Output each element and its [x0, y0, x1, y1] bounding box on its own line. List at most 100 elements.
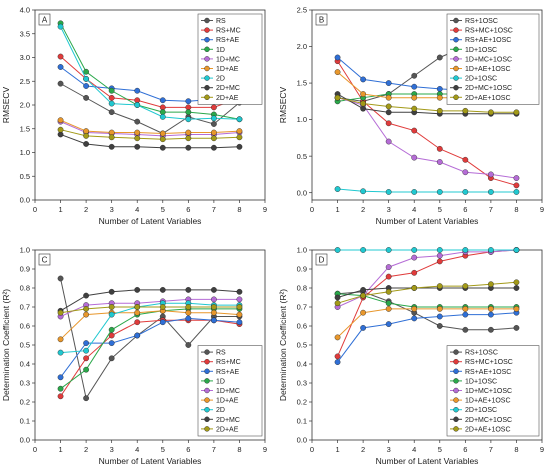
data-point: [57, 23, 64, 30]
data-point: [108, 332, 115, 339]
data-point: [334, 353, 341, 360]
legend-label: 1D: [216, 47, 225, 54]
y-tick-label: 0.5: [20, 172, 30, 181]
legend-label: RS: [216, 18, 226, 25]
y-tick-label: 0.9: [20, 265, 30, 274]
data-point: [411, 154, 418, 161]
legend-box: [446, 13, 540, 105]
y-tick-label: 0.1: [20, 417, 30, 426]
legend-box: [446, 345, 540, 437]
legend-swatch-marker: [453, 75, 459, 81]
y-tick-label: 0.2: [20, 398, 30, 407]
data-point: [436, 313, 443, 320]
x-tick-label: 7: [489, 205, 493, 214]
series-line-2D+1OSC: [337, 188, 517, 193]
x-tick-label: 5: [438, 445, 442, 454]
legend-label: RS+AE: [216, 369, 239, 376]
legend-label: 1D: [216, 378, 225, 385]
legend-label: 1D+MC+1OSC: [465, 388, 512, 395]
data-point: [159, 304, 166, 310]
x-tick-label: 7: [489, 445, 493, 454]
legend-swatch-marker: [204, 387, 210, 394]
series-line-2D+AE: [60, 129, 240, 140]
data-point: [83, 132, 90, 139]
legend-label: 1D+MC+1OSC: [465, 56, 512, 63]
data-point: [436, 107, 443, 114]
y-tick-label: 0.4: [20, 360, 30, 369]
x-tick-label: 3: [387, 205, 391, 214]
data-point: [134, 118, 141, 125]
data-point: [411, 72, 418, 79]
data-point: [185, 304, 192, 310]
legend-label: 1D+MC: [216, 388, 240, 395]
legend-label: RS+MC: [216, 359, 241, 366]
data-point: [462, 156, 469, 163]
legend-label: RS+1OSC: [465, 18, 498, 25]
data-point: [385, 189, 392, 195]
series-line-RS+MC+1OSC: [337, 60, 517, 186]
legend-swatch-marker: [453, 56, 459, 62]
data-point: [487, 281, 494, 288]
y-tick-label: 0.9: [297, 265, 307, 274]
data-point: [462, 107, 469, 114]
legend-swatch-marker: [453, 378, 459, 384]
x-axis-label: Number of Latent Variables: [376, 456, 479, 466]
data-point: [108, 143, 115, 150]
y-tick-label: 0.5: [297, 341, 307, 350]
data-point: [83, 292, 90, 299]
y-tick-label: 3.5: [20, 29, 30, 38]
series-line-2D+MC+1OSC: [337, 287, 517, 298]
x-tick-label: 9: [540, 445, 544, 454]
data-point: [385, 321, 392, 327]
y-tick-label: 2.5: [20, 77, 30, 86]
legend-swatch-marker: [453, 17, 459, 24]
data-point: [436, 54, 443, 61]
data-point: [334, 334, 341, 341]
x-tick-label: 6: [186, 205, 190, 214]
y-tick-label: 0.7: [297, 303, 307, 312]
data-point: [83, 347, 90, 354]
data-point: [385, 247, 392, 253]
legend-swatch-marker: [453, 368, 459, 374]
series-line-RS+AE+1OSC: [337, 312, 517, 363]
y-tick-label: 2.5: [297, 6, 307, 15]
data-point: [385, 94, 392, 101]
data-point: [334, 247, 341, 253]
series-line-1D+MC: [60, 298, 240, 317]
y-tick-label: 0.3: [297, 379, 307, 388]
data-point: [462, 326, 469, 333]
data-point: [159, 113, 166, 120]
legend-swatch-marker: [204, 37, 210, 43]
panel-label-box: [315, 253, 328, 266]
y-tick-label: 0.4: [297, 360, 307, 369]
data-point: [236, 319, 243, 326]
series-line-RS+MC: [60, 56, 240, 108]
data-point: [462, 311, 469, 318]
legend-swatch-marker: [453, 397, 459, 403]
data-point: [513, 279, 520, 286]
data-point: [134, 135, 141, 142]
legend-label: 2D+MC: [216, 417, 240, 424]
data-point: [360, 91, 367, 97]
data-point: [83, 83, 90, 89]
legend-swatch-marker: [204, 407, 210, 413]
data-point: [334, 69, 341, 76]
legend-label: RS+AE: [216, 37, 239, 44]
data-point: [360, 247, 367, 253]
data-point: [385, 138, 392, 145]
series-line-2D+MC+1OSC: [337, 93, 517, 115]
data-point: [411, 269, 418, 276]
data-point: [385, 273, 392, 280]
data-point: [360, 188, 367, 195]
x-tick-label: 7: [212, 445, 216, 454]
data-point: [83, 311, 90, 318]
series-line-RS+AE: [60, 317, 240, 378]
data-point: [185, 315, 192, 322]
series-line-2D+AE: [60, 306, 240, 314]
data-point: [411, 285, 418, 291]
series-line-1D+AE: [60, 310, 240, 340]
data-point: [385, 305, 392, 312]
legend-label: 1D+1OSC: [465, 378, 497, 385]
data-point: [185, 286, 192, 293]
y-axis-label: RMSECV: [1, 86, 11, 123]
